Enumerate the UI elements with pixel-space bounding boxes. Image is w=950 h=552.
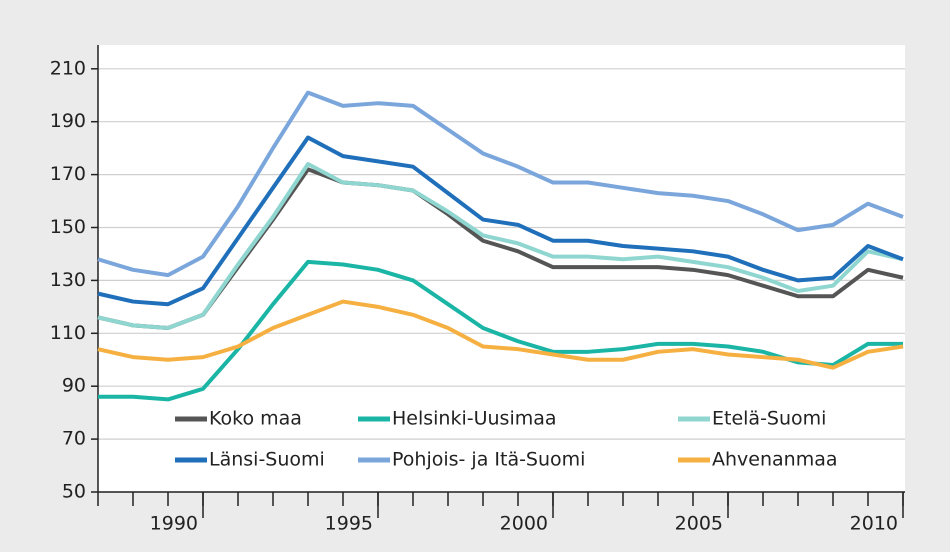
series-line [98, 259, 903, 402]
legend-label: Koko maa [209, 408, 302, 430]
y-tick-label: 130 [50, 269, 86, 291]
x-tick-label: 2000 [500, 513, 548, 535]
y-tick-label: 170 [50, 163, 86, 185]
y-tick-label: 70 [62, 428, 86, 450]
y-tick-label: 50 [62, 481, 86, 503]
legend-label: Ahvenanmaa [712, 449, 838, 471]
y-tick-label: 210 [50, 57, 86, 79]
plot-area [98, 45, 905, 492]
x-tick-label: 1990 [150, 513, 198, 535]
series-line [97, 90, 904, 278]
x-tick-label: 2010 [850, 513, 898, 535]
legend-label: Länsi-Suomi [209, 449, 325, 471]
y-tick-label: 110 [50, 322, 86, 344]
legend-label: Helsinki-Uusimaa [392, 408, 557, 430]
x-tick-label: 2005 [675, 513, 723, 535]
y-tick-label: 90 [62, 375, 86, 397]
y-tick-label: 150 [50, 216, 86, 238]
series-line [97, 162, 904, 331]
legend-label: Etelä-Suomi [712, 408, 826, 430]
y-tick-label: 190 [50, 110, 86, 132]
legend-label: Pohjois- ja Itä-Suomi [392, 449, 585, 471]
series-line [97, 135, 904, 307]
x-tick-label: 1995 [325, 513, 373, 535]
series-line [97, 299, 904, 370]
